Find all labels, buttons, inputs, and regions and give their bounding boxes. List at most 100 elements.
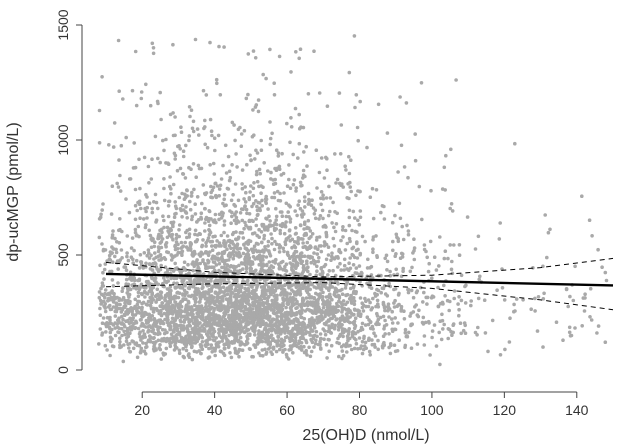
- confidence-band: [105, 257, 614, 311]
- scatter-point: [209, 323, 213, 328]
- scatter-point: [193, 239, 198, 244]
- scatter-point: [193, 202, 197, 206]
- scatter-point: [297, 56, 302, 61]
- scatter-point: [224, 171, 229, 175]
- scatter-point: [264, 352, 268, 356]
- scatter-point: [255, 307, 260, 311]
- scatter-point: [116, 38, 121, 43]
- scatter-point: [326, 329, 330, 334]
- scatter-point: [358, 314, 363, 318]
- scatter-point: [223, 143, 228, 148]
- scatter-point: [541, 297, 546, 301]
- scatter-point: [309, 260, 314, 265]
- scatter-point: [248, 153, 252, 158]
- scatter-point: [438, 362, 442, 367]
- scatter-point: [206, 261, 210, 265]
- scatter-point: [182, 260, 187, 265]
- scatter-point: [150, 236, 154, 241]
- scatter-point: [360, 339, 365, 344]
- scatter-point: [231, 193, 235, 197]
- scatter-point: [244, 252, 249, 257]
- scatter-point: [156, 254, 161, 259]
- scatter-point: [508, 316, 512, 321]
- scatter-point: [357, 336, 362, 340]
- scatter-point: [366, 298, 371, 302]
- scatter-point: [259, 285, 264, 289]
- scatter-point: [448, 206, 453, 211]
- scatter-point: [375, 292, 380, 297]
- scatter-point: [392, 305, 397, 309]
- scatter-point: [159, 240, 164, 244]
- scatter-point: [149, 245, 154, 250]
- scatter-point: [180, 203, 185, 208]
- scatter-point: [178, 285, 182, 289]
- scatter-point: [274, 218, 279, 222]
- scatter-point: [261, 303, 266, 308]
- scatter-point: [175, 168, 180, 173]
- scatter-point: [133, 49, 138, 54]
- scatter-point: [280, 307, 284, 311]
- scatter-point: [452, 289, 457, 293]
- scatter-point: [105, 348, 109, 352]
- scatter-point: [239, 340, 243, 344]
- scatter-point: [144, 279, 149, 284]
- scatter-point: [307, 199, 312, 204]
- scatter-point: [175, 332, 179, 337]
- scatter-point: [371, 296, 375, 301]
- scatter-point: [187, 307, 192, 312]
- scatter-point: [426, 269, 431, 274]
- scatter-point: [326, 213, 331, 218]
- scatter-point: [364, 304, 368, 309]
- scatter-point: [265, 313, 270, 317]
- scatter-point: [271, 301, 276, 305]
- scatter-point: [284, 262, 289, 267]
- scatter-point: [148, 103, 153, 108]
- scatter-point: [280, 214, 285, 218]
- scatter-point: [357, 264, 362, 268]
- scatter-point: [350, 296, 354, 301]
- scatter-point: [247, 212, 252, 216]
- scatter-point: [388, 284, 393, 289]
- scatter-point: [573, 326, 577, 330]
- scatter-point: [254, 295, 259, 300]
- scatter-point: [273, 284, 277, 289]
- scatter-point: [214, 256, 219, 260]
- scatter-point: [144, 302, 149, 307]
- scatter-point: [337, 321, 342, 325]
- scatter-point: [108, 258, 113, 262]
- scatter-point: [346, 307, 351, 312]
- scatter-point: [166, 214, 171, 219]
- scatter-point: [120, 333, 124, 338]
- scatter-point: [347, 196, 351, 201]
- scatter-point: [260, 264, 265, 269]
- scatter-point: [131, 339, 136, 344]
- scatter-point: [268, 254, 273, 258]
- scatter-point: [139, 282, 144, 287]
- scatter-point: [329, 343, 334, 348]
- scatter-point: [352, 307, 357, 312]
- scatter-point: [301, 173, 306, 177]
- scatter-point: [255, 204, 259, 209]
- scatter-point: [443, 294, 447, 298]
- scatter-point: [190, 251, 195, 255]
- scatter-point: [196, 314, 201, 318]
- scatter-point: [338, 288, 343, 293]
- scatter-point: [136, 224, 141, 229]
- scatter-point: [350, 252, 355, 257]
- scatter-point: [362, 344, 367, 348]
- scatter-point: [243, 257, 247, 261]
- scatter-point: [293, 312, 298, 316]
- scatter-point: [279, 287, 284, 291]
- scatter-point: [422, 290, 426, 295]
- scatter-point: [381, 334, 386, 339]
- scatter-point: [128, 331, 132, 336]
- scatter-point: [119, 248, 124, 252]
- scatter-point: [160, 230, 164, 235]
- scatter-point: [224, 297, 228, 301]
- scatter-point: [148, 303, 152, 307]
- scatter-point: [368, 195, 373, 199]
- scatter-point: [293, 232, 298, 236]
- scatter-point: [160, 237, 165, 241]
- scatter-point: [262, 226, 267, 230]
- scatter-point: [348, 180, 352, 185]
